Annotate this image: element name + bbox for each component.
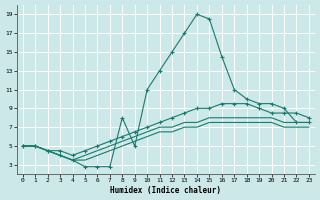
X-axis label: Humidex (Indice chaleur): Humidex (Indice chaleur) (110, 186, 221, 195)
